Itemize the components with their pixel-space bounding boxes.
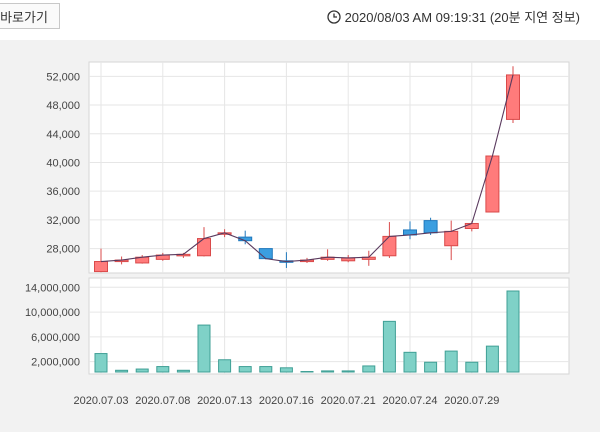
stock-chart: 52,000 48,000 44,000 40,000 36,000 32,000 28,0… [25, 61, 570, 407]
candle-up [94, 261, 108, 273]
volume-bar [279, 367, 293, 373]
date-tick-label: 2020.07.13 [197, 395, 252, 407]
volume-bar [259, 366, 273, 373]
price-ytick-label: 40,000 [46, 157, 80, 169]
volume-bar [218, 359, 232, 373]
price-ytick-label: 52,000 [46, 71, 80, 83]
candle-up [197, 238, 211, 257]
candle-up [464, 222, 479, 230]
clock-icon [326, 9, 341, 24]
candle-up [506, 74, 520, 120]
candle-up [485, 155, 500, 213]
timestamp: 2020/08/03 AM 09:19:31 (20분 지연 정보) [326, 7, 580, 26]
volume-bar [197, 324, 211, 373]
price-ytick-label: 36,000 [46, 186, 80, 198]
volume-bar [135, 368, 149, 373]
back-button[interactable]: 바로가기 [0, 3, 60, 29]
price-ytick-label: 28,000 [46, 244, 80, 256]
volume-bar [506, 290, 520, 373]
volume-bar [403, 351, 417, 373]
volume-bar [424, 361, 438, 373]
price-ytick-label: 48,000 [46, 100, 80, 112]
volume-ytick-label: 10,000,000 [25, 307, 80, 319]
volume-bar [362, 365, 376, 373]
candle-up [444, 230, 459, 247]
date-tick-label: 2020.07.08 [135, 395, 190, 407]
volume-bar [321, 370, 335, 373]
volume-bar [238, 366, 252, 373]
date-tick-label: 2020.07.21 [321, 395, 376, 407]
volume-bar [176, 369, 190, 373]
date-tick-label: 2020.07.03 [73, 395, 128, 407]
volume-bar [94, 353, 108, 373]
volume-bar [156, 366, 170, 373]
date-tick-label: 2020.07.29 [444, 395, 499, 407]
close-price-line [100, 74, 514, 263]
date-tick-label: 2020.07.16 [259, 395, 314, 407]
volume-ytick-label: 2,000,000 [31, 357, 80, 369]
volume-ytick-label: 6,000,000 [31, 332, 80, 344]
volume-bar [465, 361, 479, 373]
candle-down [258, 248, 273, 260]
price-ytick-label: 32,000 [46, 215, 80, 227]
volume-bar [444, 350, 458, 373]
volume-bar [382, 320, 396, 373]
candle-up [382, 235, 397, 257]
volume-ytick-label: 14,000,000 [25, 282, 80, 294]
chart-panel: 52,000 48,000 44,000 40,000 36,000 32,000 28,0… [0, 40, 600, 432]
volume-bar [115, 369, 129, 373]
volume-bar [341, 370, 355, 373]
price-ytick-label: 44,000 [46, 129, 80, 141]
candle-down [423, 220, 438, 234]
date-tick-label: 2020.07.24 [382, 395, 437, 407]
timestamp-text: 2020/08/03 AM 09:19:31 (20분 지연 정보) [344, 10, 580, 25]
volume-bar [485, 345, 499, 373]
